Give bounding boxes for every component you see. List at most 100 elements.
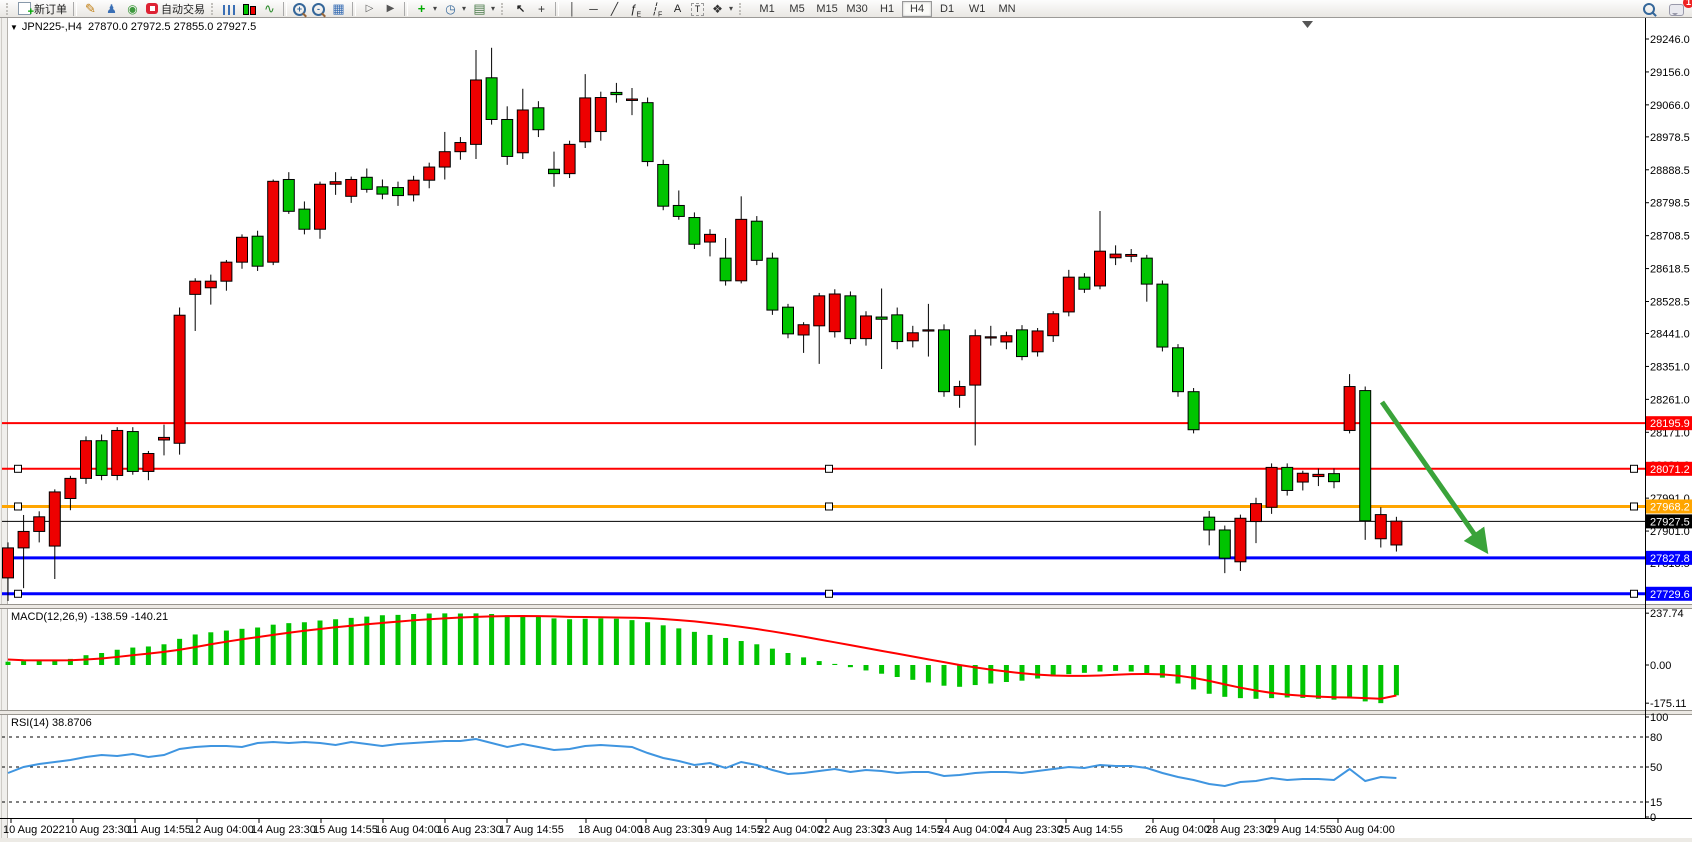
timeframe-button-M1[interactable]: M1 xyxy=(759,2,775,15)
svg-text:22 Aug 23:30: 22 Aug 23:30 xyxy=(818,824,883,836)
template-icon: ▤ xyxy=(473,0,486,16)
svg-text:27729.6: 27729.6 xyxy=(1650,589,1690,601)
bar-chart-icon xyxy=(223,4,235,15)
svg-text:28798.5: 28798.5 xyxy=(1650,198,1690,210)
svg-text:24 Aug 23:30: 24 Aug 23:30 xyxy=(998,824,1063,836)
svg-text:28171.0: 28171.0 xyxy=(1650,427,1690,439)
timeframe-button-MN[interactable]: MN xyxy=(998,2,1016,15)
styler-button[interactable]: ✎ xyxy=(80,1,101,16)
svg-text:26 Aug 04:00: 26 Aug 04:00 xyxy=(1145,824,1210,836)
fibonacci-button[interactable]: ƒE xyxy=(625,1,646,18)
toolbar-separator xyxy=(283,1,287,16)
svg-text:50: 50 xyxy=(1650,762,1662,774)
timeframe-group: M1 M5 M15 M30 H1 H4 D1 W1 MN xyxy=(752,0,1022,17)
svg-text:29 Aug 14:55: 29 Aug 14:55 xyxy=(1267,824,1332,836)
toolbar-separator xyxy=(73,1,77,16)
new-order-button[interactable]: 新订单 xyxy=(15,1,70,19)
arrows-button[interactable]: ❖ ▾ xyxy=(707,1,736,16)
line-chart-icon: ∿ xyxy=(264,0,275,16)
svg-text:27927.5: 27927.5 xyxy=(1650,516,1690,528)
chevron-down-icon: ▾ xyxy=(729,4,734,13)
person-icon: ♟ xyxy=(106,1,117,16)
crosshair-icon: + xyxy=(538,1,546,16)
templates-button[interactable]: ▤ ▾ xyxy=(469,1,498,16)
zoom-out-icon: - xyxy=(312,2,325,16)
timeframe-button-M30[interactable]: M30 xyxy=(846,2,868,15)
toolbar-grip xyxy=(739,2,745,15)
svg-text:0.00: 0.00 xyxy=(1650,660,1671,672)
cursor-button[interactable]: ↖ xyxy=(510,1,531,16)
svg-text:25 Aug 14:55: 25 Aug 14:55 xyxy=(1058,824,1123,836)
tile-windows-button[interactable]: ▦ xyxy=(328,1,349,16)
vertical-line-icon: │ xyxy=(568,1,577,16)
text-button[interactable]: A xyxy=(667,1,688,16)
horizontal-line-button[interactable]: ─ xyxy=(583,1,604,16)
svg-text:28888.5: 28888.5 xyxy=(1650,165,1690,177)
svg-text:30 Aug 04:00: 30 Aug 04:00 xyxy=(1330,824,1395,836)
periods-button[interactable]: ◷ ▾ xyxy=(440,1,469,16)
search-icon xyxy=(1643,2,1655,15)
search-button[interactable] xyxy=(1640,1,1658,16)
autotrading-button[interactable]: 自动交易 xyxy=(143,1,208,16)
notification-badge: 1 xyxy=(1683,0,1692,8)
trendline-button[interactable]: ╱ xyxy=(604,1,625,16)
candlestick-chart-button[interactable] xyxy=(238,1,259,16)
svg-text:14 Aug 23:30: 14 Aug 23:30 xyxy=(251,824,316,836)
arrows-icon: ❖ xyxy=(712,1,723,16)
svg-text:24 Aug 04:00: 24 Aug 04:00 xyxy=(938,824,1003,836)
chevron-down-icon: ▾ xyxy=(491,4,496,13)
timeframe-button-W1[interactable]: W1 xyxy=(968,2,986,15)
channel-button[interactable]: ┆F xyxy=(646,1,667,18)
timeframe-button-D1[interactable]: D1 xyxy=(940,2,955,15)
svg-text:28 Aug 23:30: 28 Aug 23:30 xyxy=(1206,824,1271,836)
svg-text:100: 100 xyxy=(1650,712,1668,724)
pencil-icon: ✎ xyxy=(85,0,96,16)
timeframe-button-M15[interactable]: M15 xyxy=(816,2,838,15)
vertical-line-button[interactable]: │ xyxy=(562,1,583,16)
svg-text:16 Aug 23:30: 16 Aug 23:30 xyxy=(437,824,502,836)
text-label-button[interactable]: T xyxy=(688,1,707,16)
svg-text:80: 80 xyxy=(1650,732,1662,744)
svg-text:28528.5: 28528.5 xyxy=(1650,296,1690,308)
rsi-panel xyxy=(2,736,1645,803)
svg-text:22 Aug 04:00: 22 Aug 04:00 xyxy=(758,824,823,836)
svg-text:12 Aug 04:00: 12 Aug 04:00 xyxy=(189,824,254,836)
cursor-icon: ↖ xyxy=(515,2,526,15)
timeframe-button-H4[interactable]: H4 xyxy=(902,0,933,17)
line-chart-button[interactable]: ∿ xyxy=(259,1,280,16)
fibonacci-icon: ƒE xyxy=(629,1,642,18)
crosshair-button[interactable]: + xyxy=(531,1,552,16)
chart-shift-button[interactable]: ▷ xyxy=(359,1,380,16)
timeframe-button-M5[interactable]: M5 xyxy=(789,2,805,15)
toolbar-separator xyxy=(404,1,408,16)
svg-text:28708.5: 28708.5 xyxy=(1650,231,1690,243)
svg-text:29066.0: 29066.0 xyxy=(1650,100,1690,112)
svg-text:10 Aug 23:30: 10 Aug 23:30 xyxy=(65,824,130,836)
svg-text:237.74: 237.74 xyxy=(1650,608,1684,620)
toolbar-separator xyxy=(555,1,560,16)
indicators-button[interactable]: + ▾ xyxy=(411,1,440,16)
macd-panel xyxy=(5,613,1399,704)
svg-text:23 Aug 14:55: 23 Aug 14:55 xyxy=(878,824,943,836)
svg-text:27968.2: 27968.2 xyxy=(1650,501,1690,513)
svg-text:28978.5: 28978.5 xyxy=(1650,132,1690,144)
notifications-button[interactable]: 1 xyxy=(1666,0,1692,16)
zoom-out-button[interactable]: - xyxy=(309,1,328,16)
svg-text:27901.0: 27901.0 xyxy=(1650,526,1690,538)
clock-icon: ◷ xyxy=(445,1,456,16)
svg-text:18 Aug 23:30: 18 Aug 23:30 xyxy=(638,824,703,836)
text-label-icon: T xyxy=(691,2,705,16)
text-icon: A xyxy=(673,2,682,15)
timeframe-button-H1[interactable]: H1 xyxy=(880,2,895,15)
svg-text:28195.9: 28195.9 xyxy=(1650,418,1690,430)
zoom-in-button[interactable]: + xyxy=(290,1,309,16)
tile-windows-icon: ▦ xyxy=(332,0,345,16)
chevron-down-icon: ▾ xyxy=(433,4,438,13)
toolbar-separator xyxy=(352,1,356,16)
auto-scroll-button[interactable]: ▶ xyxy=(380,1,401,16)
bar-chart-button[interactable] xyxy=(220,1,238,16)
horizontal-line-icon: ─ xyxy=(589,1,598,16)
market-watch-button[interactable]: ♟ xyxy=(101,1,122,16)
signals-button[interactable]: ◉ xyxy=(122,1,143,16)
